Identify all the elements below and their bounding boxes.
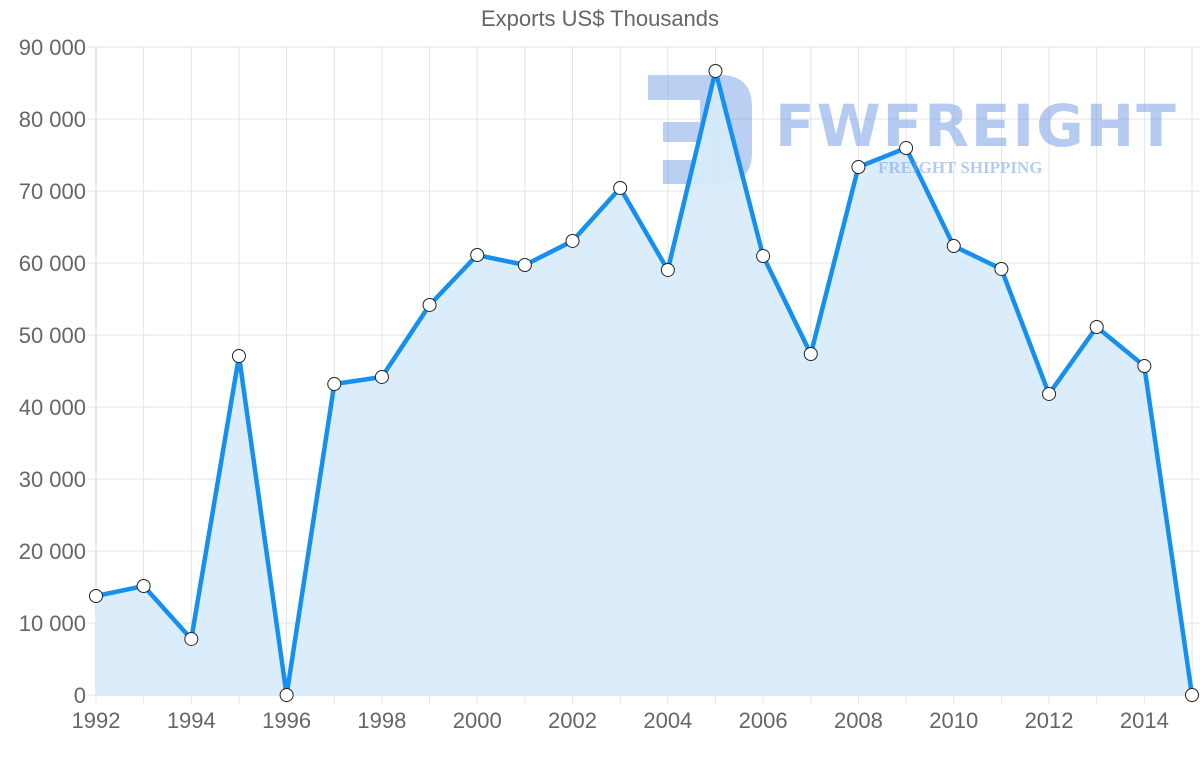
- x-tick-label: 2002: [548, 708, 597, 733]
- y-tick-label: 80 000: [19, 107, 86, 132]
- data-point[interactable]: [279, 688, 294, 702]
- y-tick-label: 90 000: [19, 35, 86, 60]
- x-axis: 1992 1994 1996 1998 2000 2002 2004 2006 2008 2010…: [72, 708, 1169, 733]
- x-tick-label: 2012: [1025, 708, 1074, 733]
- data-point[interactable]: [946, 239, 961, 254]
- data-point[interactable]: [422, 297, 437, 312]
- y-tick-label: 0: [74, 683, 86, 708]
- y-tick-label: 70 000: [19, 179, 86, 204]
- y-tick-label: 40 000: [19, 395, 86, 420]
- data-point[interactable]: [994, 261, 1009, 276]
- x-tick-label: 1992: [72, 708, 121, 733]
- x-tick-label: 1996: [262, 708, 311, 733]
- y-tick-label: 60 000: [19, 251, 86, 276]
- y-tick-label: 30 000: [19, 467, 86, 492]
- data-point[interactable]: [136, 578, 151, 593]
- x-tick-label: 2010: [929, 708, 978, 733]
- y-tick-label: 20 000: [19, 539, 86, 564]
- data-point[interactable]: [803, 347, 818, 362]
- chart-title: Exports US$ Thousands: [480, 6, 720, 31]
- x-tick-label: 2000: [453, 708, 502, 733]
- data-point[interactable]: [1042, 386, 1057, 401]
- data-point[interactable]: [517, 258, 532, 273]
- data-point[interactable]: [756, 249, 771, 264]
- series-exports: [89, 63, 1199, 702]
- data-point[interactable]: [660, 262, 675, 277]
- data-point[interactable]: [1185, 688, 1199, 702]
- x-tick-label: 1994: [167, 708, 216, 733]
- x-tick-label: 2006: [739, 708, 788, 733]
- x-tick-label: 1998: [357, 708, 406, 733]
- area-fill: [96, 71, 1192, 695]
- data-point[interactable]: [231, 349, 246, 364]
- data-point[interactable]: [327, 377, 342, 392]
- data-point[interactable]: [565, 233, 580, 248]
- data-point[interactable]: [613, 180, 628, 195]
- data-point[interactable]: [899, 141, 914, 156]
- series-line: [95, 68, 1195, 698]
- data-point[interactable]: [374, 369, 389, 384]
- data-point[interactable]: [1137, 359, 1152, 374]
- y-tick-label: 10 000: [19, 611, 86, 636]
- data-point[interactable]: [851, 160, 866, 175]
- data-point[interactable]: [708, 63, 723, 78]
- data-point[interactable]: [89, 589, 103, 603]
- x-tick-label: 2008: [834, 708, 883, 733]
- x-tick-label: 2004: [643, 708, 692, 733]
- y-axis: 0 10 000 20 000 30 000 40 000 50 000 60 000 70 …: [19, 35, 86, 708]
- data-point[interactable]: [184, 631, 199, 646]
- data-point[interactable]: [1089, 320, 1104, 335]
- x-tick-label: 2014: [1120, 708, 1169, 733]
- y-tick-label: 50 000: [19, 323, 86, 348]
- data-point[interactable]: [470, 248, 485, 263]
